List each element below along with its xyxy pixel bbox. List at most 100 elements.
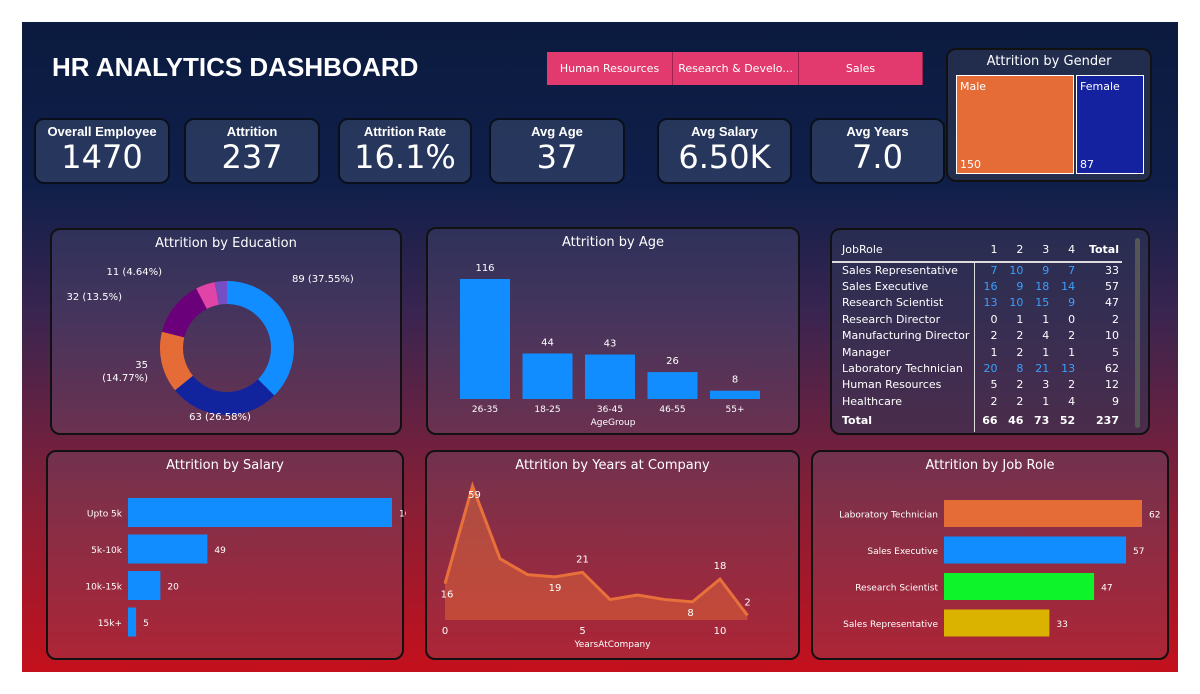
bar-data-label: 57 bbox=[1133, 547, 1144, 557]
table-row[interactable]: Manufacturing Director 2 2 4 2 10 bbox=[832, 327, 1122, 344]
bar-category-label: Sales Executive bbox=[867, 547, 938, 557]
table-row[interactable]: Sales Representative 7 10 9 7 33 bbox=[832, 262, 1122, 279]
total-row[interactable]: Total 66 46 73 52 237 bbox=[832, 409, 1122, 432]
cell: 2 bbox=[1016, 329, 1024, 343]
age-bar[interactable] bbox=[522, 353, 573, 399]
cell: 8 bbox=[1016, 362, 1024, 376]
bar[interactable] bbox=[944, 573, 1095, 600]
donut-slice[interactable] bbox=[160, 331, 193, 391]
age-bar[interactable] bbox=[647, 372, 698, 399]
bar-category-label: Laboratory Technician bbox=[839, 511, 938, 521]
col-2[interactable]: 2 bbox=[1016, 243, 1024, 256]
kpi-avg-years: Avg Years 7.0 bbox=[810, 118, 945, 184]
slicer-sales[interactable]: Sales bbox=[799, 52, 923, 85]
age-data-label: 116 bbox=[475, 263, 494, 274]
age-xlabel: AgeGroup bbox=[590, 418, 636, 428]
donut-label: 35 (14.77%) bbox=[102, 360, 148, 384]
col-1[interactable]: 1 bbox=[990, 243, 998, 256]
gender-title: Attrition by Gender bbox=[986, 54, 1112, 69]
label-line[interactable]: 35 bbox=[135, 360, 148, 371]
cell: 15 bbox=[1035, 296, 1050, 310]
gender-card: Attrition by Gender Male 150 Female 87 bbox=[946, 48, 1152, 182]
donut-label: 63 (26.58%) bbox=[189, 412, 251, 423]
education-donut: 89 (37.55%) 63 (26.58%) 35 (14.77%) 32 (13.5… bbox=[67, 267, 354, 423]
bar-data-label: 5 bbox=[143, 619, 149, 629]
cell: 2 bbox=[1068, 378, 1076, 392]
table-row[interactable]: Manager 1 2 1 1 5 bbox=[832, 343, 1122, 361]
cell: 57 bbox=[1105, 280, 1119, 294]
bar[interactable] bbox=[944, 536, 1127, 564]
age-bar[interactable] bbox=[460, 279, 510, 399]
cell: 9 bbox=[1016, 280, 1024, 294]
area-fill[interactable] bbox=[445, 486, 748, 620]
cell: 5 bbox=[1112, 345, 1119, 359]
cell: 3 bbox=[1042, 378, 1050, 392]
cell: 18 bbox=[1035, 280, 1050, 294]
years-area-chart: 16 59 19 21 8 18 2 0 5 10 bbox=[441, 481, 751, 637]
age-panel: Attrition by Age 116 26-35 44 18-25 43 36-45 2… bbox=[426, 227, 800, 435]
education-panel: Attrition by Education 89 (37.55%) 63 (26… bbox=[50, 228, 402, 435]
col-total[interactable]: Total bbox=[1088, 243, 1119, 256]
age-bar[interactable] bbox=[710, 390, 760, 399]
table-row[interactable]: Sales Executive 16 9 18 14 57 bbox=[832, 278, 1122, 295]
donut-slice[interactable] bbox=[227, 281, 294, 396]
area-line[interactable] bbox=[443, 481, 749, 617]
area-data-label: 59 bbox=[468, 490, 481, 501]
label-line[interactable]: (14.77%) bbox=[102, 373, 148, 384]
area-data-label: 21 bbox=[576, 554, 589, 565]
col-4[interactable]: 4 bbox=[1068, 243, 1076, 256]
bar[interactable] bbox=[128, 607, 137, 637]
row-label: Human Resources bbox=[832, 376, 975, 394]
cell: 62 bbox=[1105, 362, 1119, 376]
cell: 66 bbox=[982, 414, 998, 428]
donut-slice[interactable] bbox=[214, 281, 227, 305]
cell: 2 bbox=[1016, 378, 1024, 392]
cell: 13 bbox=[983, 296, 998, 310]
row-label: Sales Executive bbox=[832, 278, 975, 295]
years-xlabel: YearsAtCompany bbox=[574, 640, 651, 650]
bar[interactable] bbox=[944, 609, 1050, 637]
table-row[interactable]: Research Scientist 13 10 15 9 47 bbox=[832, 294, 1122, 312]
cell: 10 bbox=[1009, 264, 1024, 278]
table-row[interactable]: Healthcare 2 2 1 4 9 bbox=[832, 393, 1122, 410]
bar-data-label: 33 bbox=[1056, 620, 1067, 630]
table-row[interactable]: Research Director 0 1 1 0 2 bbox=[832, 311, 1122, 328]
bar[interactable] bbox=[128, 534, 208, 564]
age-bar-chart: 116 26-35 44 18-25 43 36-45 26 46-55 8 55+ bbox=[460, 263, 760, 415]
salary-bar-chart: 163 Upto 5k 49 5k-10k 20 10k-15k 5 15k+ bbox=[85, 498, 406, 637]
age-bar[interactable] bbox=[585, 354, 635, 399]
cell: 1 bbox=[1042, 394, 1050, 408]
bar-data-label: 47 bbox=[1101, 584, 1112, 594]
age-tick-label: 36-45 bbox=[597, 405, 623, 415]
gender-female-tile[interactable]: Female 87 bbox=[1076, 75, 1144, 174]
cell: 10 bbox=[1105, 329, 1119, 343]
bar[interactable] bbox=[128, 571, 161, 600]
x-tick-label: 10 bbox=[714, 626, 727, 637]
col-jobrole[interactable]: JobRole bbox=[842, 243, 883, 256]
male-value: 150 bbox=[960, 158, 981, 171]
bar-category-label: Upto 5k bbox=[87, 510, 123, 520]
table-row[interactable]: Human Resources 5 2 3 2 12 bbox=[832, 376, 1122, 394]
area-data-label: 8 bbox=[687, 608, 693, 619]
table-row[interactable]: Laboratory Technician 20 8 21 13 62 bbox=[832, 360, 1122, 377]
donut-label: 32 (13.5%) bbox=[67, 292, 123, 303]
salary-panel: Attrition by Salary 163 Upto 5k 49 5k-10k 20… bbox=[46, 450, 406, 660]
cell: 9 bbox=[1112, 394, 1119, 408]
bar[interactable] bbox=[944, 500, 1142, 527]
donut-slice[interactable] bbox=[175, 375, 275, 415]
slicer-research-development[interactable]: Research & Develo... bbox=[673, 52, 799, 85]
matrix-scrollbar[interactable] bbox=[1135, 238, 1140, 428]
donut-slice[interactable] bbox=[162, 288, 207, 338]
bar[interactable] bbox=[128, 498, 392, 527]
cell: 1 bbox=[1068, 345, 1076, 359]
cell: 2 bbox=[990, 329, 998, 343]
slicer-human-resources[interactable]: Human Resources bbox=[547, 52, 673, 85]
gender-male-tile[interactable]: Male 150 bbox=[956, 75, 1074, 174]
dashboard: HR ANALYTICS DASHBOARD Human Resources R… bbox=[22, 22, 1178, 672]
bar-category-label: 5k-10k bbox=[91, 546, 123, 556]
kpi-avg-age: Avg Age 37 bbox=[489, 118, 625, 184]
col-3[interactable]: 3 bbox=[1042, 243, 1050, 256]
education-title: Attrition by Education bbox=[155, 236, 297, 251]
bar-data-label: 20 bbox=[167, 583, 179, 593]
donut-slice[interactable] bbox=[196, 282, 219, 309]
